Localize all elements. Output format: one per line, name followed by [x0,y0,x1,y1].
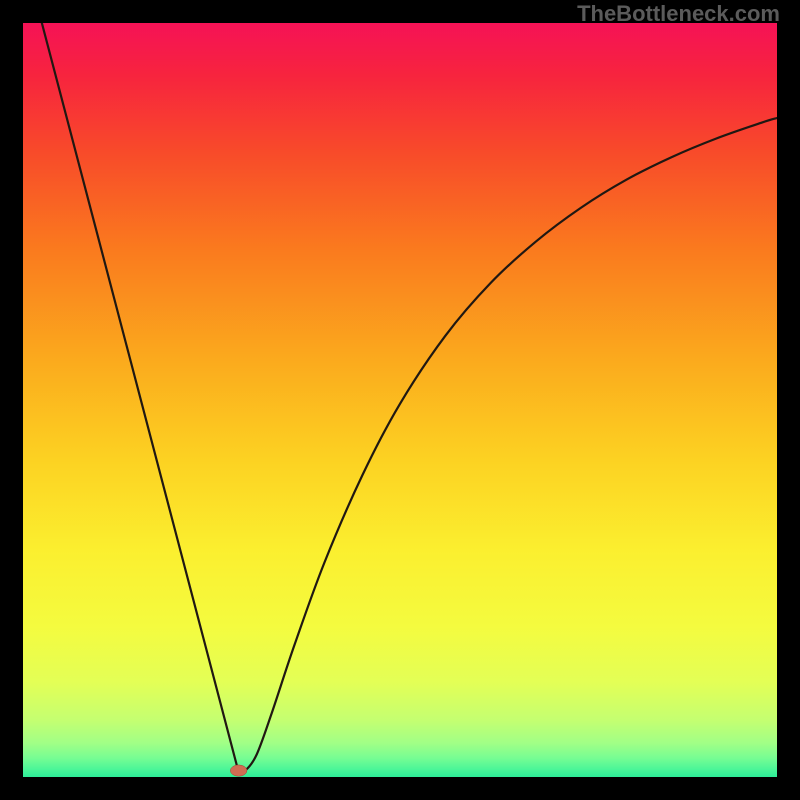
optimum-marker [230,765,247,776]
plot-background [23,23,777,777]
bottleneck-curve-plot [23,23,777,777]
watermark-text: TheBottleneck.com [577,1,780,27]
